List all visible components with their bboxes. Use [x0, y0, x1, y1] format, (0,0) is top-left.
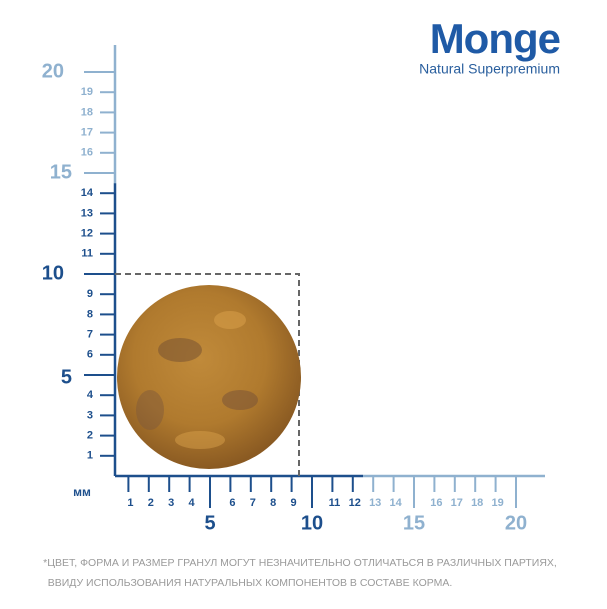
y-tick-label: 7	[87, 329, 93, 341]
x-tick-label: 1	[127, 497, 133, 509]
y-major-label: 5	[61, 366, 72, 388]
y-tick-label: 11	[81, 248, 93, 260]
y-tick-label: 18	[81, 106, 93, 118]
y-tick-label: 13	[81, 207, 93, 219]
footnote-line: *ЦВЕТ, ФОРМА И РАЗМЕР ГРАНУЛ МОГУТ НЕЗНА…	[43, 557, 557, 569]
y-tick-label: 3	[87, 409, 93, 421]
x-major-label: 5	[204, 512, 215, 534]
y-tick-label: 9	[87, 288, 93, 300]
y-tick-label: 19	[81, 86, 93, 98]
y-tick-label: 4	[87, 389, 94, 401]
x-tick-label: 19	[491, 497, 503, 509]
x-tick-label: 7	[250, 497, 256, 509]
x-major-label: 20	[505, 512, 527, 534]
kibble-spot	[175, 431, 225, 449]
footnote-line: ВВИДУ ИСПОЛЬЗОВАНИЯ НАТУРАЛЬНЫХ КОМПОНЕН…	[48, 577, 453, 589]
y-major-label: 15	[50, 161, 72, 183]
y-tick-label: 12	[81, 228, 93, 240]
x-tick-label: 2	[148, 497, 154, 509]
y-tick-label: 14	[81, 187, 94, 199]
x-tick-label: 4	[189, 497, 196, 509]
x-tick-label: 6	[229, 497, 235, 509]
x-tick-label: 14	[389, 497, 402, 509]
x-tick-label: 13	[369, 497, 381, 509]
x-major-label: 10	[301, 512, 323, 534]
unit-label: мм	[73, 485, 91, 499]
y-tick-label: 17	[81, 127, 93, 139]
kibble	[117, 285, 301, 469]
y-tick-label: 2	[87, 430, 93, 442]
kibble-spot	[136, 390, 164, 430]
y-major-label: 10	[42, 262, 64, 284]
tagline: Natural Superpremium	[419, 61, 560, 77]
y-tick-label: 16	[81, 147, 93, 159]
kibble-body	[117, 285, 301, 469]
x-tick-label: 3	[168, 497, 174, 509]
x-tick-label: 8	[270, 497, 276, 509]
kibble-spot	[222, 390, 258, 410]
logo: Monge Natural Superpremium	[419, 15, 561, 77]
kibble-spot	[158, 338, 202, 362]
x-tick-label: 18	[471, 497, 483, 509]
y-tick-label: 1	[87, 450, 93, 462]
size-frame	[115, 273, 300, 476]
y-major-label: 20	[42, 60, 64, 82]
x-tick-label: 16	[430, 497, 442, 509]
x-tick-label: 17	[451, 497, 463, 509]
x-major-label: 15	[403, 512, 425, 534]
x-tick-label: 11	[329, 497, 341, 509]
y-tick-label: 6	[87, 349, 93, 361]
x-tick-label: 9	[291, 497, 297, 509]
kibble-spot	[214, 311, 246, 329]
y-tick-label: 8	[87, 308, 93, 320]
x-tick-label: 12	[349, 497, 361, 509]
brand: Monge	[430, 15, 560, 62]
